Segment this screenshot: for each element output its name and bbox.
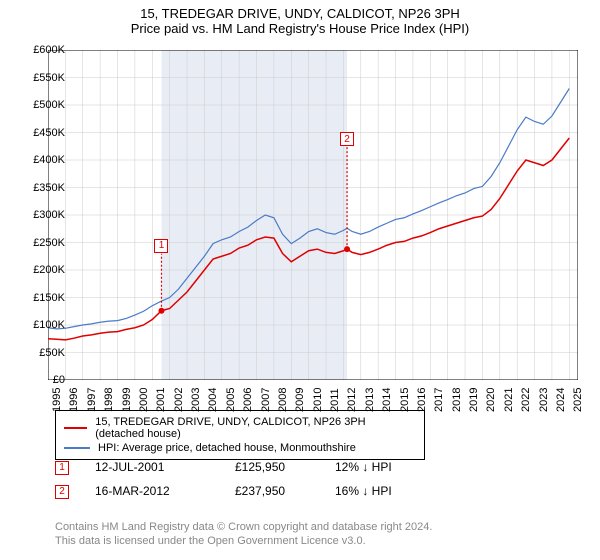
chart-container: 15, TREDEGAR DRIVE, UNDY, CALDICOT, NP26… <box>0 0 600 560</box>
sales-marker-1: 1 <box>55 459 95 475</box>
title-area: 15, TREDEGAR DRIVE, UNDY, CALDICOT, NP26… <box>0 0 600 38</box>
legend-swatch-hpi <box>64 447 90 449</box>
sales-delta-2: 16% ↓ HPI <box>335 484 435 498</box>
legend-label-hpi: HPI: Average price, detached house, Monm… <box>98 442 356 454</box>
marker-box-2: 2 <box>55 485 69 499</box>
footer-line-2: This data is licensed under the Open Gov… <box>55 534 432 548</box>
sales-price-2: £237,950 <box>235 484 335 498</box>
sales-table: 1 12-JUL-2001 £125,950 12% ↓ HPI 2 16-MA… <box>55 455 435 503</box>
plot-area <box>48 50 578 380</box>
chart-subtitle: Price paid vs. HM Land Registry's House … <box>0 21 600 36</box>
sales-date-1: 12-JUL-2001 <box>95 460 235 474</box>
legend: 15, TREDEGAR DRIVE, UNDY, CALDICOT, NP26… <box>55 410 425 460</box>
sales-date-2: 16-MAR-2012 <box>95 484 235 498</box>
footer-line-1: Contains HM Land Registry data © Crown c… <box>55 520 432 534</box>
marker-box-1: 1 <box>55 461 69 475</box>
sales-row-2: 2 16-MAR-2012 £237,950 16% ↓ HPI <box>55 479 435 503</box>
legend-row-hpi: HPI: Average price, detached house, Monm… <box>64 441 416 455</box>
sales-row-1: 1 12-JUL-2001 £125,950 12% ↓ HPI <box>55 455 435 479</box>
chart-title: 15, TREDEGAR DRIVE, UNDY, CALDICOT, NP26… <box>0 6 600 21</box>
legend-swatch-property <box>64 427 87 429</box>
legend-label-property: 15, TREDEGAR DRIVE, UNDY, CALDICOT, NP26… <box>95 416 416 440</box>
sales-price-1: £125,950 <box>235 460 335 474</box>
sales-marker-2: 2 <box>55 483 95 499</box>
sales-delta-1: 12% ↓ HPI <box>335 460 435 474</box>
legend-row-property: 15, TREDEGAR DRIVE, UNDY, CALDICOT, NP26… <box>64 415 416 441</box>
plot-svg <box>48 50 578 380</box>
footer: Contains HM Land Registry data © Crown c… <box>55 520 432 549</box>
